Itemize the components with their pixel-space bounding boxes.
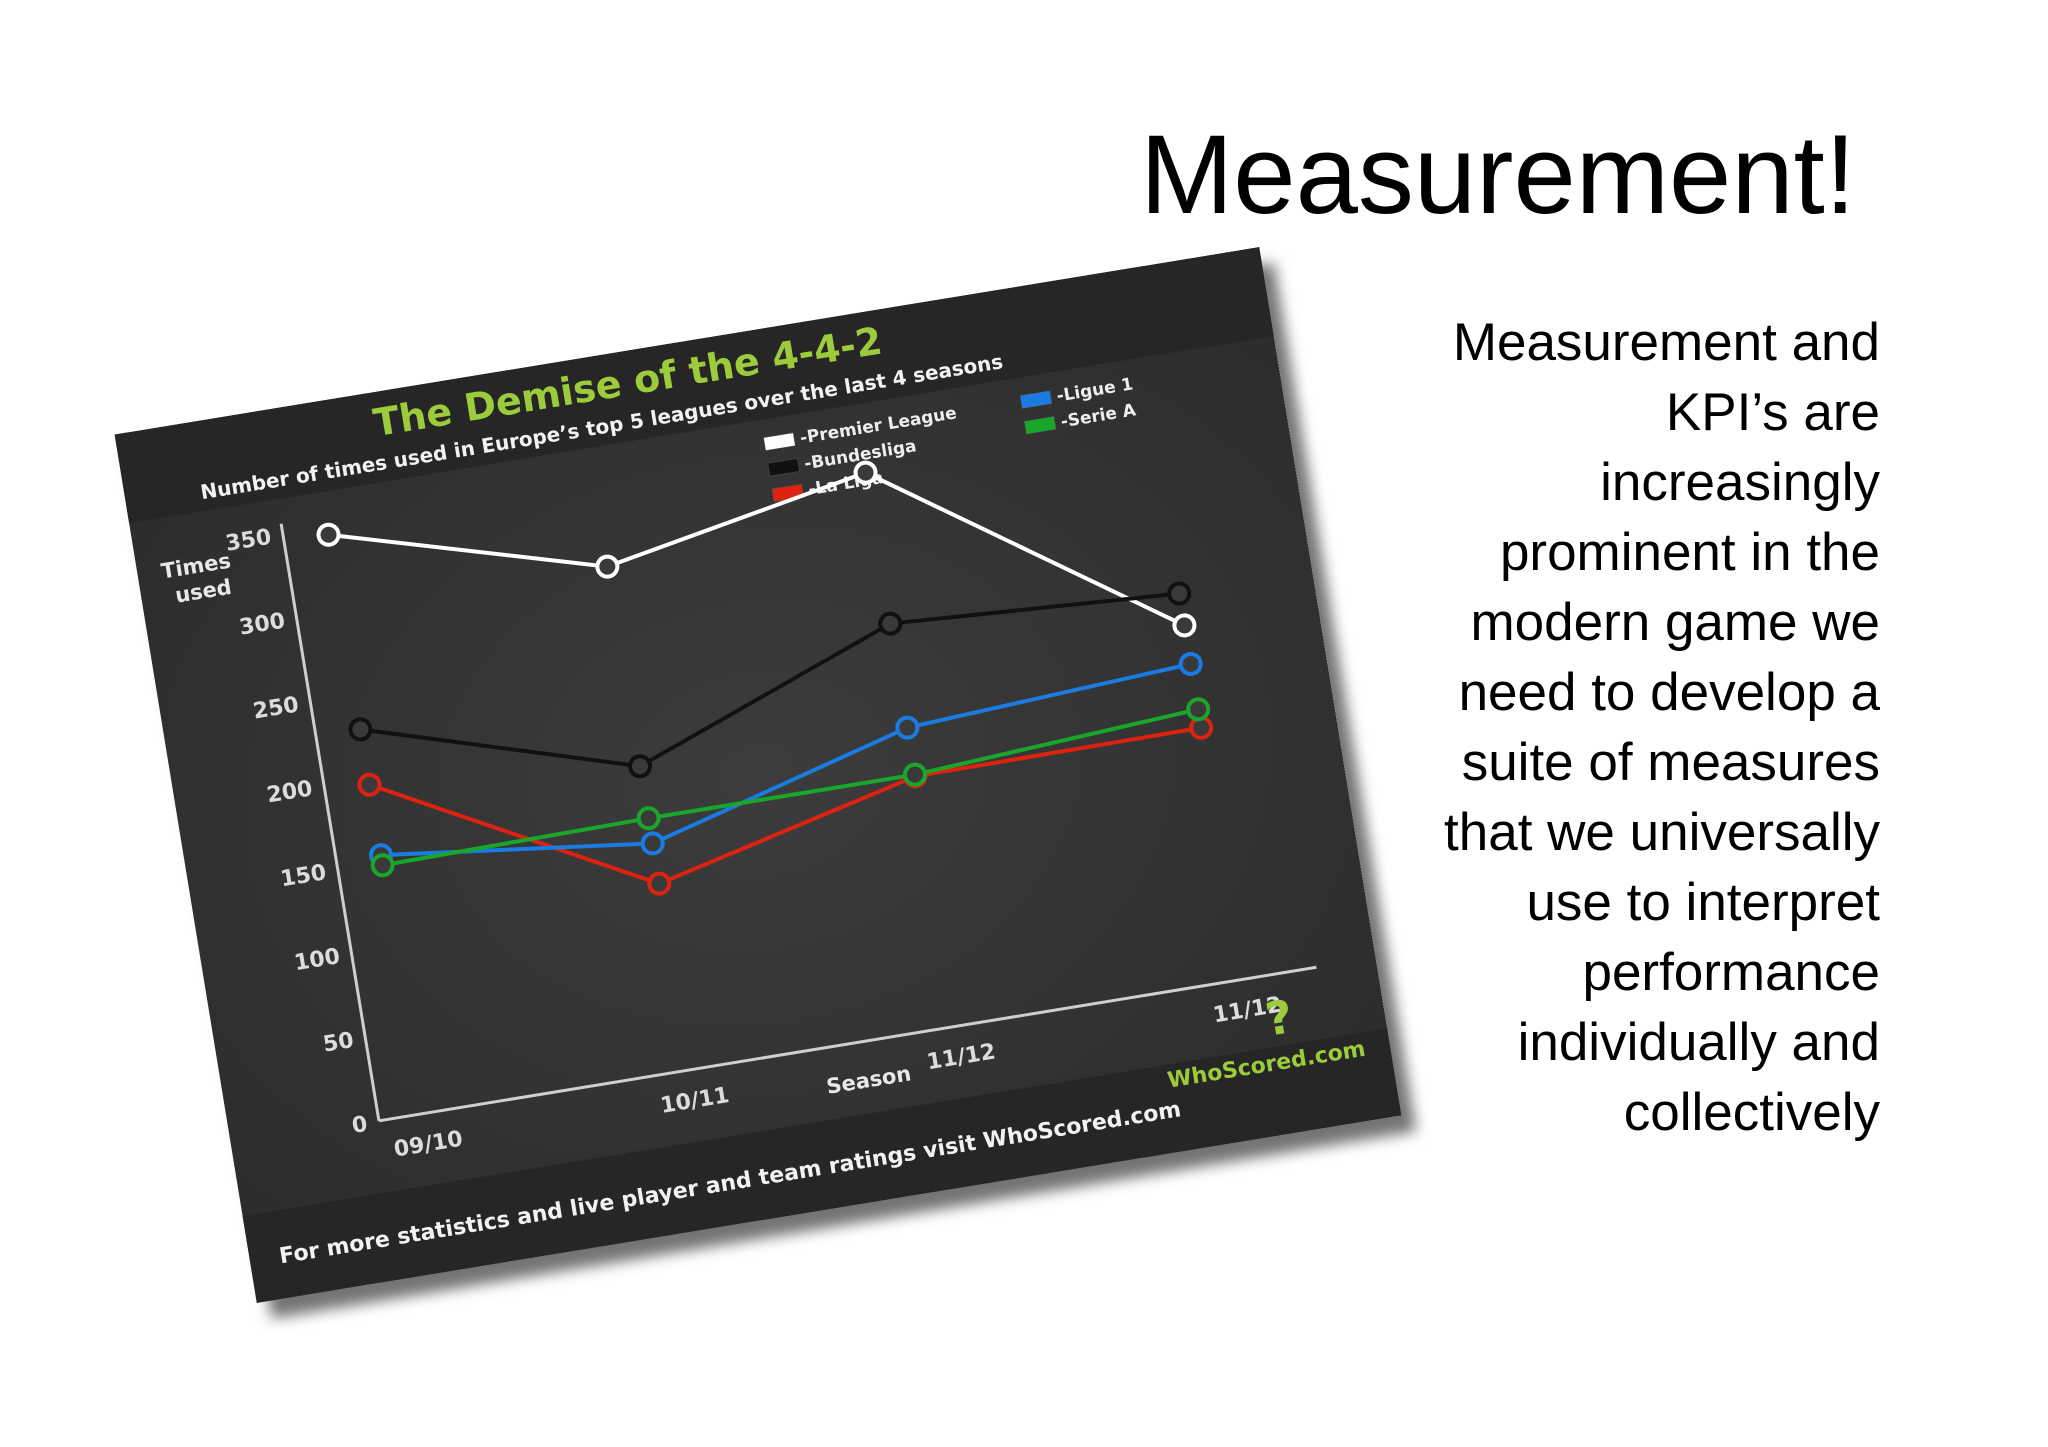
slide-body-line: KPI’s are bbox=[1665, 383, 1880, 442]
data-point bbox=[1167, 581, 1192, 606]
chart-footer-band bbox=[242, 1028, 1402, 1303]
slide-body-line: collectively bbox=[1623, 1083, 1880, 1142]
data-point bbox=[895, 715, 920, 740]
legend-swatch bbox=[1019, 390, 1053, 409]
slide-body-line: use to interpret bbox=[1526, 873, 1880, 932]
series-line-la-liga bbox=[368, 725, 1202, 886]
data-point bbox=[853, 460, 878, 485]
y-axis-line bbox=[279, 523, 381, 1122]
legend-swatch bbox=[1024, 416, 1057, 435]
data-point bbox=[370, 853, 395, 878]
chart-axes bbox=[279, 523, 1317, 1123]
data-point bbox=[1178, 652, 1203, 677]
slide-body-line: Measurement and bbox=[1452, 313, 1880, 372]
slide-body-line: prominent in the bbox=[1499, 523, 1880, 582]
data-point bbox=[1186, 697, 1211, 722]
data-point bbox=[878, 611, 903, 636]
legend-swatch bbox=[767, 458, 800, 477]
slide-body-line: suite of measures bbox=[1461, 733, 1880, 792]
chart-header-band bbox=[114, 247, 1274, 524]
data-point bbox=[316, 522, 341, 547]
data-point bbox=[640, 831, 665, 856]
legend-swatch bbox=[763, 432, 796, 451]
data-point bbox=[1172, 613, 1197, 638]
series-line-bundesliga bbox=[360, 591, 1180, 769]
slide-body-line: individually and bbox=[1517, 1013, 1880, 1072]
data-point bbox=[357, 772, 382, 797]
data-point bbox=[595, 554, 620, 579]
series-line-ligue-1 bbox=[380, 662, 1192, 858]
slide-title: Measurement! bbox=[1140, 112, 1856, 237]
data-point bbox=[647, 871, 672, 896]
slide-body-line: need to develop a bbox=[1458, 663, 1880, 722]
data-point bbox=[348, 717, 373, 742]
line-chart: The Demise of the 4-4-2 Number of times … bbox=[114, 247, 1402, 1303]
x-axis-line bbox=[378, 965, 1317, 1123]
y-tick-label: 50 bbox=[321, 1028, 355, 1058]
y-tick-label: 0 bbox=[350, 1112, 369, 1139]
chart-series-lines bbox=[328, 470, 1202, 886]
slide-body-line: performance bbox=[1582, 943, 1880, 1002]
slide-body-line: increasingly bbox=[1600, 453, 1880, 512]
data-point bbox=[628, 754, 653, 779]
data-point bbox=[903, 762, 928, 787]
data-point bbox=[636, 806, 661, 831]
chart-card: The Demise of the 4-4-2 Number of times … bbox=[114, 247, 1402, 1303]
series-line-premier-league bbox=[328, 470, 1186, 628]
chart-series-points bbox=[316, 460, 1214, 896]
slide-body-line: modern game we bbox=[1470, 593, 1880, 652]
slide-body-text: Measurement and KPI’s are increasingly prom… bbox=[1320, 308, 1880, 1148]
series-line-serie-a bbox=[382, 707, 1199, 868]
slide-body-line: that we universally bbox=[1444, 803, 1880, 862]
chart-background bbox=[114, 247, 1402, 1303]
